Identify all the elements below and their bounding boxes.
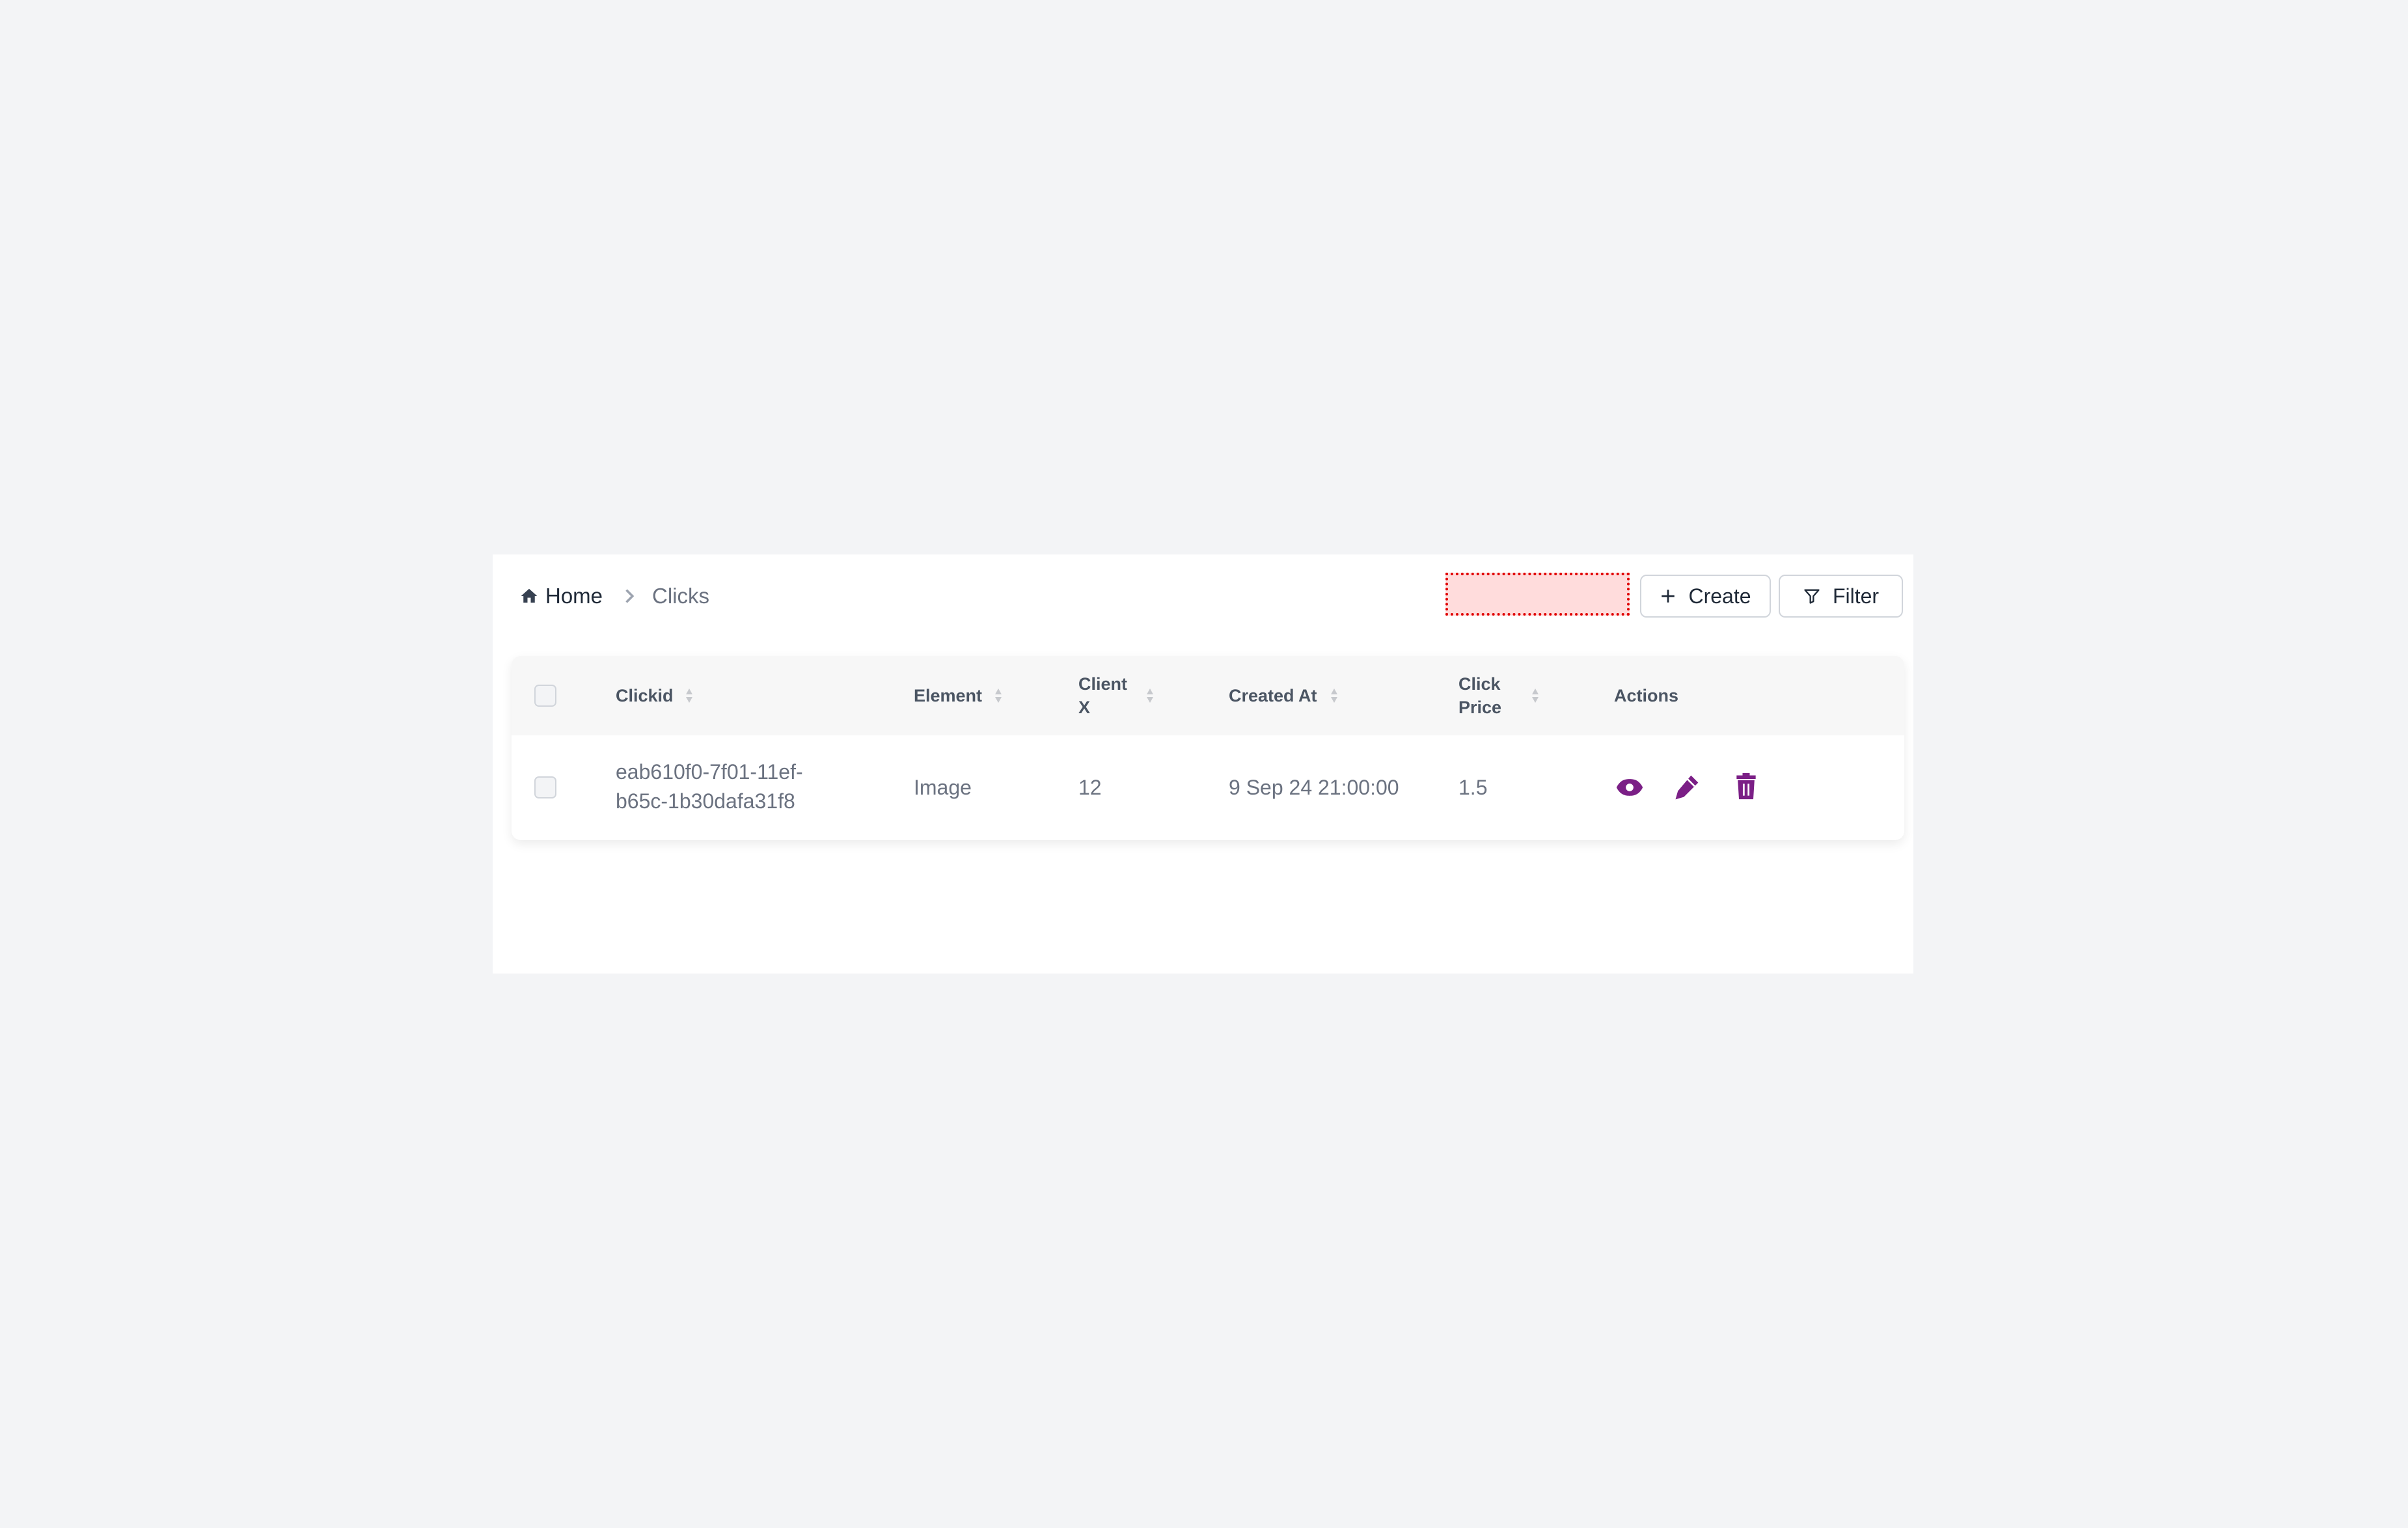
create-button[interactable]: Create	[1640, 575, 1771, 618]
sort-icon[interactable]	[1330, 687, 1338, 704]
trash-icon[interactable]	[1732, 772, 1760, 800]
cell-client-x: 12	[1078, 776, 1102, 799]
filter-button[interactable]: Filter	[1779, 575, 1903, 618]
table-row: eab610f0-7f01-11ef-b65c-1b30dafa31f8 Ima…	[512, 735, 1904, 840]
plus-icon	[1662, 590, 1675, 603]
column-click-price[interactable]: Click Price	[1458, 672, 1501, 719]
column-created-at[interactable]: Created At	[1229, 686, 1317, 705]
breadcrumb-home[interactable]: Home	[545, 584, 603, 608]
column-clickid[interactable]: Clickid	[616, 686, 674, 705]
clicks-panel: Home Clicks Create Filter Clickid Elemen…	[493, 554, 1913, 974]
filter-label: Filter	[1832, 584, 1880, 608]
home-icon[interactable]	[519, 586, 539, 606]
column-element[interactable]: Element	[914, 686, 983, 705]
clickid-line: b65c-1b30dafa31f8	[616, 789, 795, 813]
column-label-line: Click	[1458, 674, 1501, 694]
breadcrumb-current: Clicks	[652, 584, 710, 608]
eye-icon[interactable]	[1615, 773, 1644, 802]
clicks-table: Clickid Element Client X Created At Click…	[512, 656, 1904, 840]
cell-clickid: eab610f0-7f01-11ef-b65c-1b30dafa31f8	[616, 757, 803, 816]
filter-icon	[1804, 589, 1820, 604]
cell-click-price: 1.5	[1458, 776, 1488, 799]
column-actions: Actions	[1614, 686, 1679, 705]
sort-icon[interactable]	[1146, 687, 1154, 704]
column-label-line: Price	[1458, 698, 1502, 717]
table-header: Clickid Element Client X Created At Click…	[512, 656, 1904, 735]
cell-created-at: 9 Sep 24 21:00:00	[1229, 776, 1399, 799]
chevron-right-icon	[625, 589, 635, 603]
sort-icon[interactable]	[685, 687, 693, 704]
select-all-checkbox[interactable]	[534, 685, 556, 707]
create-label: Create	[1688, 584, 1751, 608]
sort-icon[interactable]	[1531, 687, 1539, 704]
sort-icon[interactable]	[994, 687, 1002, 704]
column-label-line: X	[1078, 698, 1091, 717]
clickid-line: eab610f0-7f01-11ef-	[616, 760, 803, 784]
cell-element: Image	[914, 776, 972, 799]
column-label-line: Client	[1078, 674, 1128, 694]
column-client-x[interactable]: Client X	[1078, 672, 1127, 719]
highlighted-region	[1445, 573, 1630, 616]
pencil-icon[interactable]	[1672, 773, 1701, 802]
row-checkbox[interactable]	[534, 776, 556, 798]
